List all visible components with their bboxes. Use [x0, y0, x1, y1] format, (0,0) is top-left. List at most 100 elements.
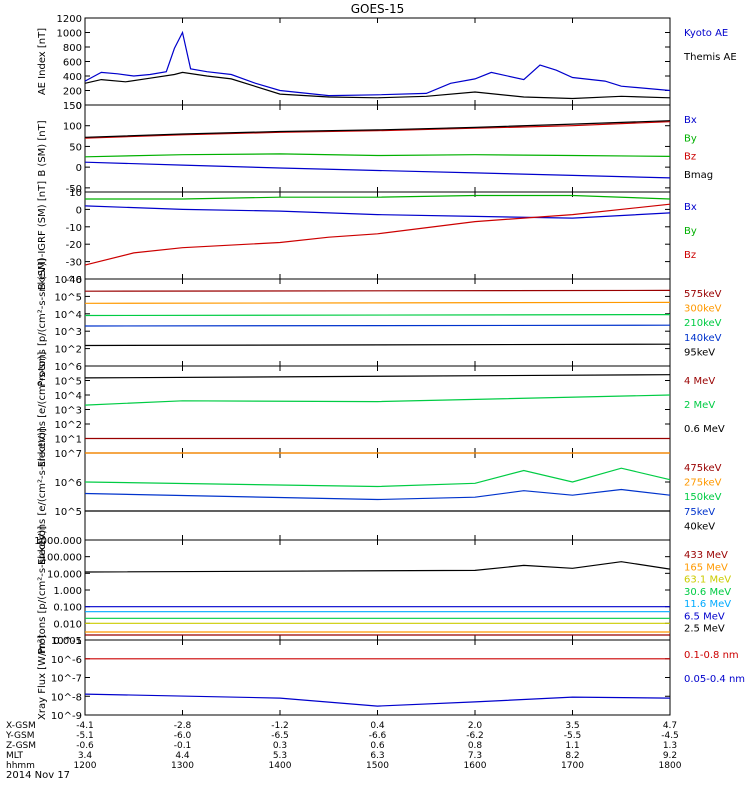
y-tick-label: 200 — [63, 87, 82, 98]
series-line — [84, 203, 671, 266]
series-line — [84, 561, 671, 573]
y-tick-label: 10^6 — [55, 275, 82, 286]
legend-entry: 275keV — [684, 478, 722, 489]
y-tick-label: 10^1 — [55, 435, 82, 446]
axis-row-value: 1.3 — [663, 741, 677, 751]
y-tick-label: 10 — [69, 188, 82, 199]
legend-entry: 300keV — [684, 304, 722, 315]
axis-row-value: -0.1 — [174, 741, 192, 751]
axis-row-label: hhmm — [6, 761, 35, 771]
series-line — [84, 314, 671, 317]
y-tick-label: 0.010 — [53, 619, 82, 630]
series-line — [84, 120, 671, 138]
legend-entry: 0.05-0.4 nm — [684, 674, 745, 685]
y-tick-label: 10^7 — [55, 449, 82, 460]
legend-entry: Bx — [684, 115, 697, 126]
axis-row-value: 6.3 — [370, 751, 384, 761]
axis-row-value: 1400 — [269, 761, 292, 771]
legend-entry: By — [684, 133, 697, 144]
y-tick-label: 10^5 — [55, 377, 82, 388]
legend-entry: 30.6 MeV — [684, 587, 731, 598]
legend-entry: 210keV — [684, 318, 722, 329]
legend-entry: 11.6 MeV — [684, 599, 731, 610]
series-line — [84, 394, 671, 406]
y-tick-label: 0.100 — [53, 603, 82, 614]
chart-title: GOES-15 — [351, 2, 405, 16]
y-tick-label: 10^6 — [55, 478, 82, 489]
y-axis-label: AE Index [nT] — [37, 28, 48, 95]
legend-entry: 140keV — [684, 333, 722, 344]
y-tick-label: 10^-9 — [51, 711, 82, 722]
legend-entry: 575keV — [684, 289, 722, 300]
axis-row-value: 0.3 — [273, 741, 287, 751]
panel-frame — [84, 17, 671, 106]
y-axis-label: B (SM)-IGRF (SM) [nT] — [37, 181, 48, 290]
y-tick-label: -40 — [66, 275, 82, 286]
axis-row-value: 2.0 — [468, 721, 483, 731]
legend-entry: 150keV — [684, 492, 722, 503]
y-axis-label: Protons [p/(cm²-s-sr-keV)] — [37, 258, 48, 386]
y-tick-label: 10^5 — [55, 507, 82, 518]
axis-row-value: 3.4 — [78, 751, 93, 761]
y-axis-label: Electrons [e/(cm²-s-sr-keV)] — [37, 428, 48, 565]
axis-row-value: 1300 — [171, 761, 194, 771]
axis-row-value: 0.4 — [370, 721, 385, 731]
axis-row-value: 4.4 — [175, 751, 190, 761]
y-tick-label: -20 — [66, 240, 82, 251]
legend-entry: Bz — [684, 250, 696, 261]
y-tick-label: 0 — [76, 163, 82, 174]
y-tick-label: 10.000 — [47, 569, 82, 580]
panel-frame — [84, 365, 671, 454]
series-line — [84, 30, 671, 97]
y-tick-label: 600 — [63, 58, 82, 69]
y-tick-label: 10^-7 — [51, 674, 82, 685]
axis-row-value: 5.3 — [273, 751, 287, 761]
y-tick-label: 10^2 — [55, 345, 82, 356]
panel-frame — [84, 278, 671, 367]
y-tick-label: 800 — [63, 43, 82, 54]
axis-row-value: -1.2 — [271, 721, 289, 731]
y-tick-label: 10^-8 — [51, 692, 82, 703]
legend-entry: Bz — [684, 152, 696, 163]
axis-row-value: 9.2 — [663, 751, 677, 761]
series-line — [84, 488, 671, 501]
y-axis-label: Xray Flux [W/m²] — [37, 635, 48, 720]
panel-frame — [84, 191, 671, 280]
y-tick-label: 10^5 — [55, 292, 82, 303]
series-line — [84, 693, 671, 707]
panel-frame — [84, 539, 671, 641]
axis-row-value: 1.1 — [565, 741, 579, 751]
legend-entry: Bx — [684, 202, 697, 213]
y-tick-label: 0.001 — [53, 636, 82, 647]
panel-frame — [84, 104, 671, 193]
y-tick-label: 50 — [69, 142, 82, 153]
legend-entry: 63.1 MeV — [684, 575, 731, 586]
axis-row-value: 3.5 — [565, 721, 579, 731]
series-line — [84, 161, 671, 179]
series-line — [84, 153, 671, 158]
panel-frame — [84, 452, 671, 541]
axis-row-value: 1500 — [366, 761, 389, 771]
legend-entry: By — [684, 226, 697, 237]
series-line — [84, 374, 671, 379]
legend-entry: 165 MeV — [684, 562, 728, 573]
legend-entry: 75keV — [684, 507, 715, 518]
legend-entry: 6.5 MeV — [684, 611, 725, 622]
legend-entry: 4 MeV — [684, 376, 715, 387]
axis-row-value: 1800 — [659, 761, 682, 771]
y-tick-label: 10^-6 — [51, 655, 82, 666]
axis-row-value: -4.1 — [76, 721, 94, 731]
axis-row-value: 7.3 — [468, 751, 482, 761]
y-tick-label: 1000.000 — [34, 536, 82, 547]
axis-row-value: -0.6 — [76, 741, 94, 751]
legend-entry: Bmag — [684, 170, 713, 181]
series-line — [84, 71, 671, 100]
legend-entry: 475keV — [684, 463, 722, 474]
y-tick-label: -30 — [66, 258, 82, 269]
series-line — [84, 343, 671, 347]
y-tick-label: 0 — [76, 205, 82, 216]
axis-row-value: 0.6 — [370, 741, 385, 751]
legend-entry: 95keV — [684, 347, 715, 358]
